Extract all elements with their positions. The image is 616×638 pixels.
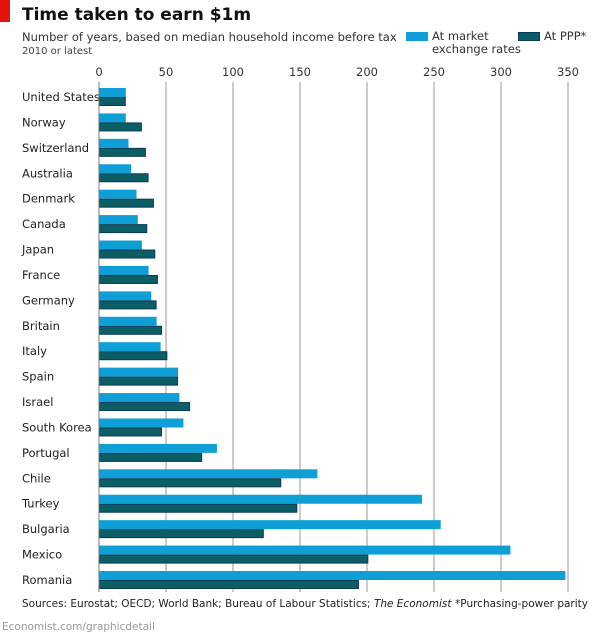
category-label: Norway — [22, 115, 66, 129]
bar-market-norway — [99, 113, 126, 123]
category-label: United States — [22, 90, 100, 104]
bar-market-south-korea — [99, 418, 184, 428]
bar-market-portugal — [99, 443, 217, 453]
category-label: Chile — [22, 471, 51, 485]
chart-note: 2010 or latest — [22, 46, 93, 57]
category-label: Switzerland — [22, 141, 89, 155]
brand-red-tab — [0, 0, 10, 22]
category-label: Bulgaria — [22, 522, 70, 536]
category-label: Italy — [22, 344, 47, 358]
bar-market-germany — [99, 291, 152, 301]
bar-ppp-switzerland — [99, 147, 146, 157]
x-tick-label: 200 — [356, 65, 378, 79]
chart-title: Time taken to earn $1m — [22, 5, 252, 25]
bar-ppp-portugal — [99, 452, 203, 462]
sources: Sources: Eurostat; OECD; World Bank; Bur… — [22, 598, 452, 610]
category-label: Canada — [22, 217, 66, 231]
bar-market-denmark — [99, 189, 137, 199]
x-tick-label: 250 — [423, 65, 445, 79]
bar-market-australia — [99, 164, 132, 174]
bar-ppp-mexico — [99, 554, 369, 564]
legend-label-market: At market exchange rates — [432, 29, 521, 56]
category-label: Portugal — [22, 446, 70, 460]
bar-market-italy — [99, 342, 161, 352]
bar-market-israel — [99, 393, 180, 403]
bar-ppp-turkey — [99, 503, 298, 513]
category-label: France — [22, 268, 60, 282]
x-tick-label: 150 — [289, 65, 311, 79]
bar-ppp-spain — [99, 376, 179, 386]
category-label: Britain — [22, 319, 60, 333]
category-label: Australia — [22, 166, 73, 180]
bar-ppp-australia — [99, 173, 149, 183]
bar-ppp-united-states — [99, 97, 126, 106]
category-label: Israel — [22, 395, 53, 409]
bar-market-romania — [99, 571, 566, 580]
legend-swatch-ppp — [518, 32, 540, 41]
bar-ppp-norway — [99, 122, 142, 132]
category-label: Denmark — [22, 192, 75, 206]
bar-market-britain — [99, 316, 157, 326]
x-tick-label: 0 — [95, 65, 102, 79]
bar-market-france — [99, 265, 149, 275]
category-label: Japan — [21, 243, 54, 257]
category-label: Mexico — [22, 548, 62, 562]
bar-ppp-canada — [99, 224, 148, 234]
bar-ppp-romania — [99, 580, 359, 589]
bar-market-bulgaria — [99, 520, 441, 530]
bar-ppp-bulgaria — [99, 529, 264, 539]
footnote: *Purchasing-power parity — [455, 598, 588, 610]
bar-market-united-states — [99, 88, 126, 97]
chart-subtitle: Number of years, based on median househo… — [22, 30, 397, 44]
bar-ppp-chile — [99, 478, 282, 488]
bar-ppp-italy — [99, 351, 168, 361]
x-tick-label: 100 — [222, 65, 244, 79]
category-label: Germany — [22, 293, 75, 307]
x-tick-label: 300 — [490, 65, 512, 79]
legend-swatch-market — [406, 32, 428, 41]
bar-ppp-israel — [99, 402, 191, 412]
bar-ppp-germany — [99, 300, 157, 310]
bar-ppp-japan — [99, 249, 156, 259]
bar-market-canada — [99, 215, 138, 225]
category-label: Romania — [22, 573, 72, 587]
x-tick-label: 50 — [159, 65, 174, 79]
x-tick-label: 350 — [557, 65, 579, 79]
bar-market-japan — [99, 240, 142, 250]
legend-label-ppp: At PPP* — [544, 29, 587, 43]
category-label: South Korea — [22, 420, 92, 434]
bar-market-chile — [99, 469, 318, 479]
bar-market-turkey — [99, 494, 422, 504]
bar-market-spain — [99, 367, 179, 377]
bar-market-switzerland — [99, 138, 129, 148]
category-label: Spain — [22, 370, 54, 384]
bar-ppp-south-korea — [99, 427, 162, 437]
bar-market-mexico — [99, 545, 511, 555]
credit: Economist.com/graphicdetail — [2, 621, 155, 633]
bar-ppp-denmark — [99, 198, 154, 208]
bar-ppp-france — [99, 274, 158, 284]
bar-ppp-britain — [99, 325, 162, 335]
category-label: Turkey — [21, 497, 60, 511]
